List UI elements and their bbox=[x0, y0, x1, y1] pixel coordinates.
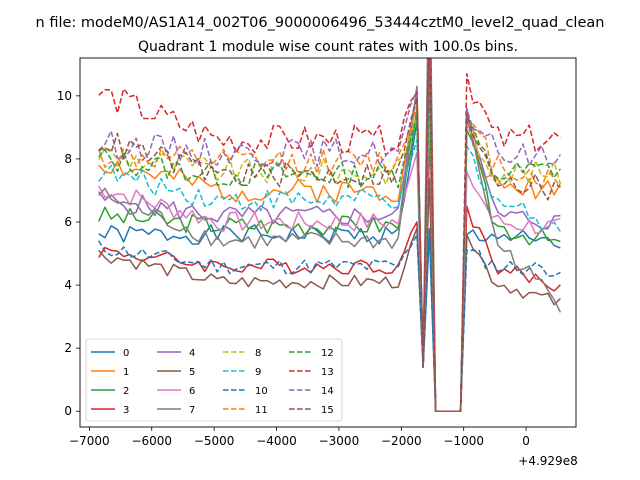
legend-label-15: 15 bbox=[321, 405, 334, 416]
series-line-7 bbox=[98, 58, 562, 412]
y-tick-label: 10 bbox=[57, 89, 72, 103]
x-tick-label: −7000 bbox=[69, 434, 110, 448]
series-line-9 bbox=[98, 67, 562, 412]
legend-box bbox=[85, 338, 343, 422]
x-tick-label: −1000 bbox=[443, 434, 484, 448]
legend-label-14: 14 bbox=[321, 386, 334, 397]
legend-label-8: 8 bbox=[255, 348, 261, 359]
y-tick-label: 0 bbox=[64, 404, 72, 418]
x-offset-label: +4.929e8 bbox=[518, 454, 577, 468]
legend-label-11: 11 bbox=[255, 405, 268, 416]
legend-label-12: 12 bbox=[321, 348, 334, 359]
series-line-6 bbox=[98, 104, 561, 412]
legend-label-4: 4 bbox=[189, 348, 195, 359]
legend-label-0: 0 bbox=[123, 348, 129, 359]
series-line-4 bbox=[98, 58, 561, 412]
x-tick-label: 0 bbox=[522, 434, 530, 448]
x-tick-label: −4000 bbox=[256, 434, 297, 448]
legend-label-6: 6 bbox=[189, 386, 195, 397]
series-line-0 bbox=[98, 120, 561, 412]
legend-label-3: 3 bbox=[123, 405, 129, 416]
series-line-13 bbox=[98, 58, 561, 412]
legend-label-7: 7 bbox=[189, 405, 195, 416]
series-line-11 bbox=[98, 68, 562, 412]
y-tick-label: 8 bbox=[64, 152, 72, 166]
x-tick-label: −6000 bbox=[131, 434, 172, 448]
legend-label-5: 5 bbox=[189, 367, 195, 378]
legend-label-9: 9 bbox=[255, 367, 261, 378]
series-line-14 bbox=[98, 58, 562, 412]
series-line-8 bbox=[98, 72, 562, 412]
series-lines bbox=[98, 58, 562, 412]
figure-suptitle: n file: modeM0/AS1A14_002T06_9000006496_… bbox=[36, 15, 605, 31]
series-line-10 bbox=[98, 233, 561, 412]
series-line-12 bbox=[98, 73, 561, 412]
x-tick-label: −5000 bbox=[194, 434, 235, 448]
legend-label-10: 10 bbox=[255, 386, 268, 397]
series-line-2 bbox=[98, 58, 561, 412]
y-tick-label: 4 bbox=[64, 278, 72, 292]
y-axis: 0 2 4 6 8 10 bbox=[57, 89, 80, 418]
y-tick-label: 2 bbox=[64, 341, 72, 355]
x-tick-label: −2000 bbox=[381, 434, 422, 448]
plot-frame bbox=[79, 57, 577, 428]
legend-label-2: 2 bbox=[123, 386, 129, 397]
y-tick-label: 6 bbox=[64, 215, 72, 229]
legend-label-1: 1 bbox=[123, 367, 129, 378]
legend-label-13: 13 bbox=[321, 367, 334, 378]
chart-title: Quadrant 1 module wise count rates with … bbox=[138, 39, 518, 55]
x-axis: −7000 −6000 −5000 −4000 −3000 −2000 −1000 0 bbox=[69, 427, 530, 448]
series-line-3 bbox=[98, 131, 561, 412]
x-tick-label: −3000 bbox=[319, 434, 360, 448]
